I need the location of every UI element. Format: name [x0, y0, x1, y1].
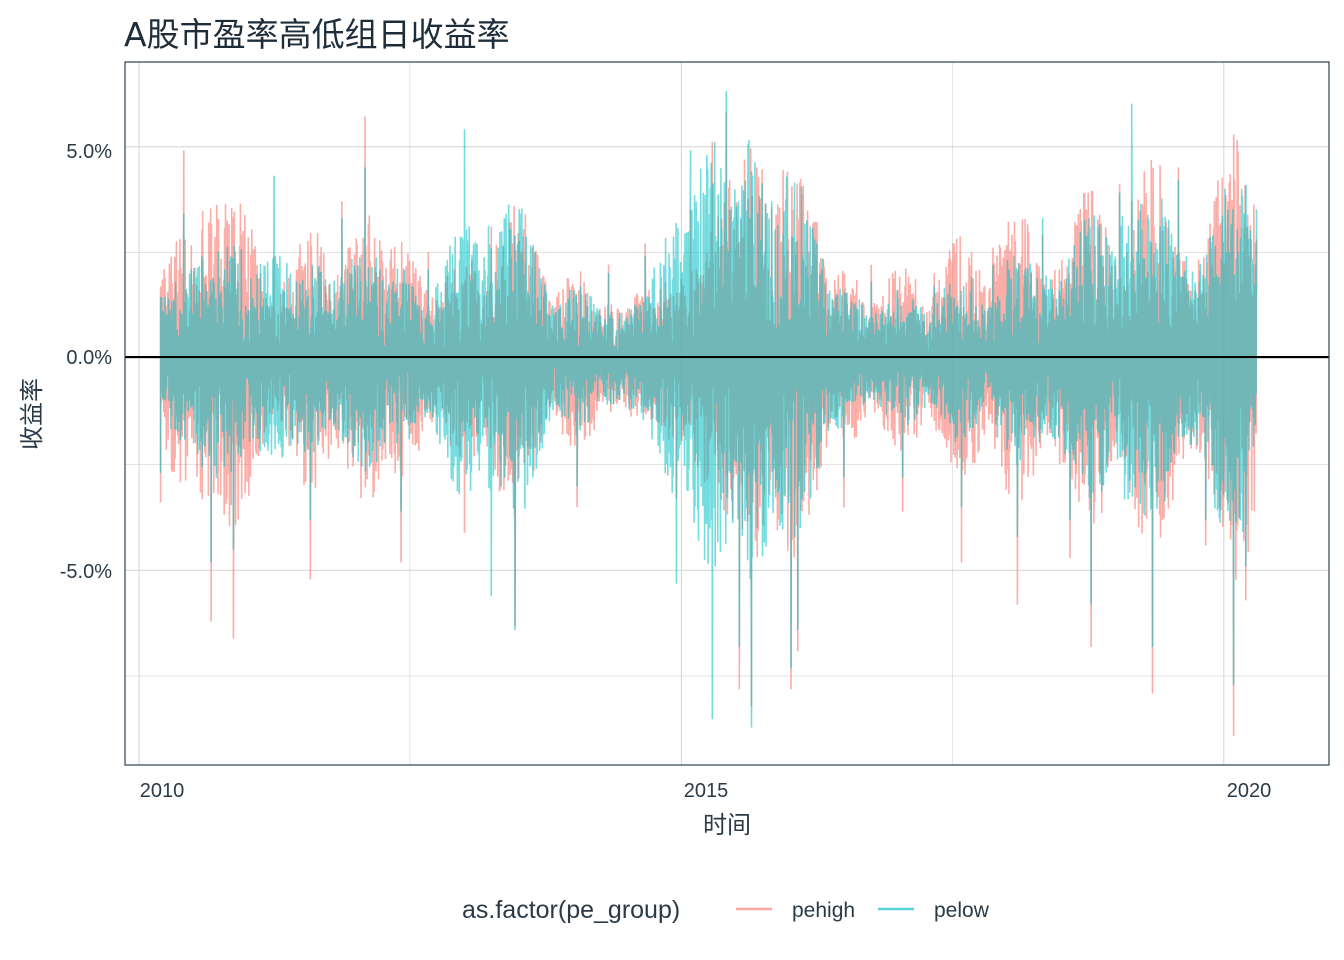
y-axis-ticks: 5.0% 0.0% -5.0%	[60, 141, 112, 583]
y-tick-label-5pct: 5.0%	[66, 141, 112, 163]
x-axis-title: 时间	[703, 811, 751, 839]
plot-panel-border	[124, 61, 1330, 766]
x-tick-label-2010: 2010	[140, 780, 185, 802]
y-tick-label-neg5pct: -5.0%	[60, 561, 112, 583]
x-axis-ticks: 2010 2015 2020	[140, 780, 1272, 802]
series-layer	[159, 90, 1258, 737]
x-tick-label-2020: 2020	[1227, 780, 1272, 802]
chart-title: A股市盈率高低组日收益率	[124, 15, 510, 54]
y-axis-title: 收益率	[18, 378, 46, 450]
legend-title: as.factor(pe_group)	[462, 896, 680, 924]
legend: as.factor(pe_group) pehigh pelow	[462, 896, 990, 924]
legend-label-pehigh: pehigh	[792, 899, 855, 922]
y-tick-label-0pct: 0.0%	[66, 347, 112, 369]
series-line-pelow	[159, 90, 1258, 728]
legend-label-pelow: pelow	[934, 899, 990, 922]
x-tick-label-2015: 2015	[684, 780, 729, 802]
